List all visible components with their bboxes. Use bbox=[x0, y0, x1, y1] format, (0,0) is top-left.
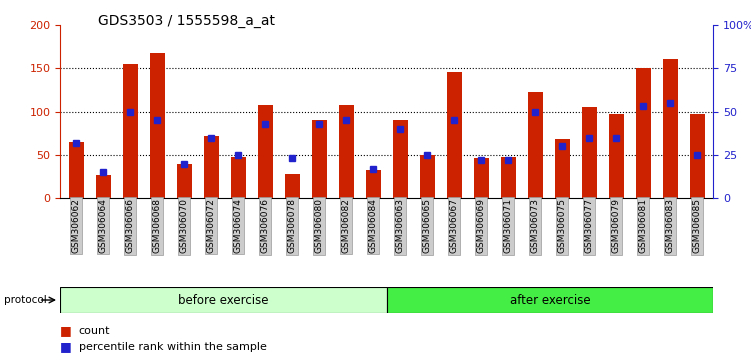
Text: GSM306065: GSM306065 bbox=[423, 198, 432, 253]
Text: GSM306071: GSM306071 bbox=[504, 198, 513, 253]
Text: GSM306077: GSM306077 bbox=[585, 198, 594, 253]
Text: GSM306066: GSM306066 bbox=[125, 198, 134, 253]
Text: GSM306064: GSM306064 bbox=[99, 198, 108, 253]
Text: after exercise: after exercise bbox=[510, 293, 590, 307]
Text: GSM306076: GSM306076 bbox=[261, 198, 270, 253]
Text: GSM306082: GSM306082 bbox=[342, 198, 351, 253]
Text: GSM306085: GSM306085 bbox=[692, 198, 701, 253]
Bar bbox=[420, 155, 435, 198]
Bar bbox=[366, 170, 381, 198]
Text: ■: ■ bbox=[60, 341, 72, 353]
Bar bbox=[474, 158, 489, 198]
Bar bbox=[231, 158, 246, 198]
Bar bbox=[204, 136, 219, 198]
Bar bbox=[528, 92, 543, 198]
Bar bbox=[447, 73, 462, 198]
Text: GSM306078: GSM306078 bbox=[288, 198, 297, 253]
Text: ■: ■ bbox=[60, 325, 72, 337]
Text: GSM306081: GSM306081 bbox=[639, 198, 648, 253]
Text: count: count bbox=[79, 326, 110, 336]
Bar bbox=[582, 107, 597, 198]
Bar bbox=[150, 52, 164, 198]
Text: percentile rank within the sample: percentile rank within the sample bbox=[79, 342, 267, 352]
Text: GSM306069: GSM306069 bbox=[477, 198, 486, 253]
Text: GSM306080: GSM306080 bbox=[315, 198, 324, 253]
Text: GSM306079: GSM306079 bbox=[612, 198, 621, 253]
Text: GSM306083: GSM306083 bbox=[665, 198, 674, 253]
Text: GSM306070: GSM306070 bbox=[179, 198, 189, 253]
Bar bbox=[69, 142, 83, 198]
Bar bbox=[96, 175, 110, 198]
Text: GSM306062: GSM306062 bbox=[72, 198, 81, 253]
Text: before exercise: before exercise bbox=[178, 293, 269, 307]
Bar bbox=[176, 164, 192, 198]
Text: GSM306072: GSM306072 bbox=[207, 198, 216, 253]
Bar bbox=[663, 59, 677, 198]
Bar bbox=[609, 114, 623, 198]
Text: GSM306063: GSM306063 bbox=[396, 198, 405, 253]
Text: GSM306073: GSM306073 bbox=[531, 198, 540, 253]
Bar bbox=[555, 139, 570, 198]
Bar bbox=[387, 287, 713, 313]
Bar bbox=[123, 64, 137, 198]
Text: GDS3503 / 1555598_a_at: GDS3503 / 1555598_a_at bbox=[98, 14, 275, 28]
Bar bbox=[690, 114, 704, 198]
Text: GSM306084: GSM306084 bbox=[369, 198, 378, 253]
Bar bbox=[636, 68, 650, 198]
Bar bbox=[312, 120, 327, 198]
Text: GSM306074: GSM306074 bbox=[234, 198, 243, 253]
Bar bbox=[258, 104, 273, 198]
Bar bbox=[393, 120, 408, 198]
Bar bbox=[285, 174, 300, 198]
Bar bbox=[339, 104, 354, 198]
Bar bbox=[60, 287, 387, 313]
Text: protocol: protocol bbox=[4, 295, 47, 305]
Text: GSM306075: GSM306075 bbox=[558, 198, 567, 253]
Text: GSM306067: GSM306067 bbox=[450, 198, 459, 253]
Text: GSM306068: GSM306068 bbox=[152, 198, 161, 253]
Bar bbox=[501, 156, 516, 198]
